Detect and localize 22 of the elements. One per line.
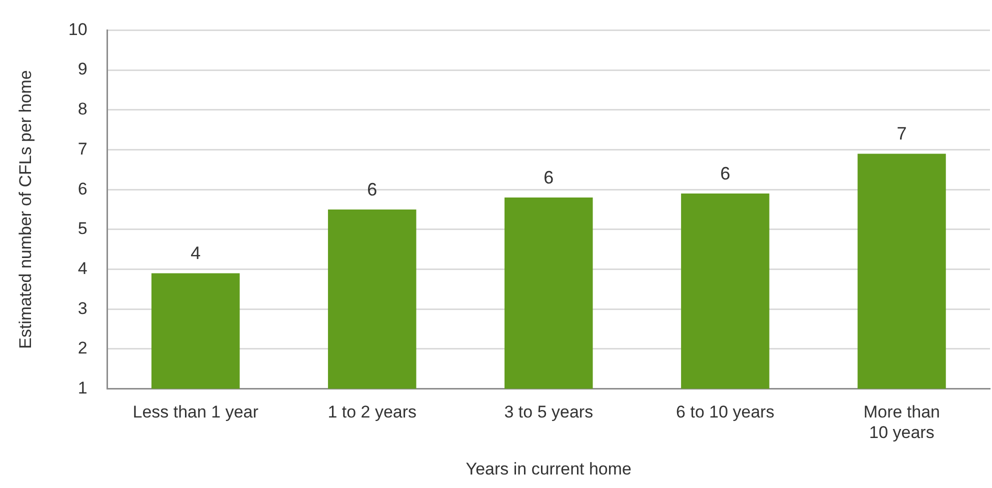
y-tick-label: 3	[78, 298, 88, 318]
y-tick-label: 5	[78, 219, 88, 238]
data-label: 6	[720, 164, 730, 184]
y-tick-label: 2	[78, 338, 88, 358]
x-tick-label: More than 10 years	[863, 402, 940, 442]
data-label: 4	[190, 243, 201, 264]
x-tick-label: Less than 1 year	[132, 402, 259, 422]
x-axis-title: Years in current home	[466, 459, 632, 478]
y-tick-label: 10	[68, 20, 88, 39]
y-tick-label: 4	[78, 258, 88, 278]
y-tick-label: 1	[78, 378, 88, 398]
data-label: 6	[367, 179, 378, 200]
y-tick-label: 7	[78, 139, 88, 158]
y-tick-label: 9	[78, 60, 88, 79]
y-tick-label: 8	[78, 100, 88, 119]
y-axis-title: Estimated number of CFLs per home	[16, 70, 35, 349]
y-tick-label: 6	[78, 179, 88, 198]
x-tick-label: 3 to 5 years	[504, 402, 594, 422]
x-tick-label: 1 to 2 years	[328, 402, 417, 422]
data-label: 6	[544, 168, 554, 188]
x-tick-label: 6 to 10 years	[676, 402, 774, 422]
data-label: 7	[896, 124, 907, 144]
